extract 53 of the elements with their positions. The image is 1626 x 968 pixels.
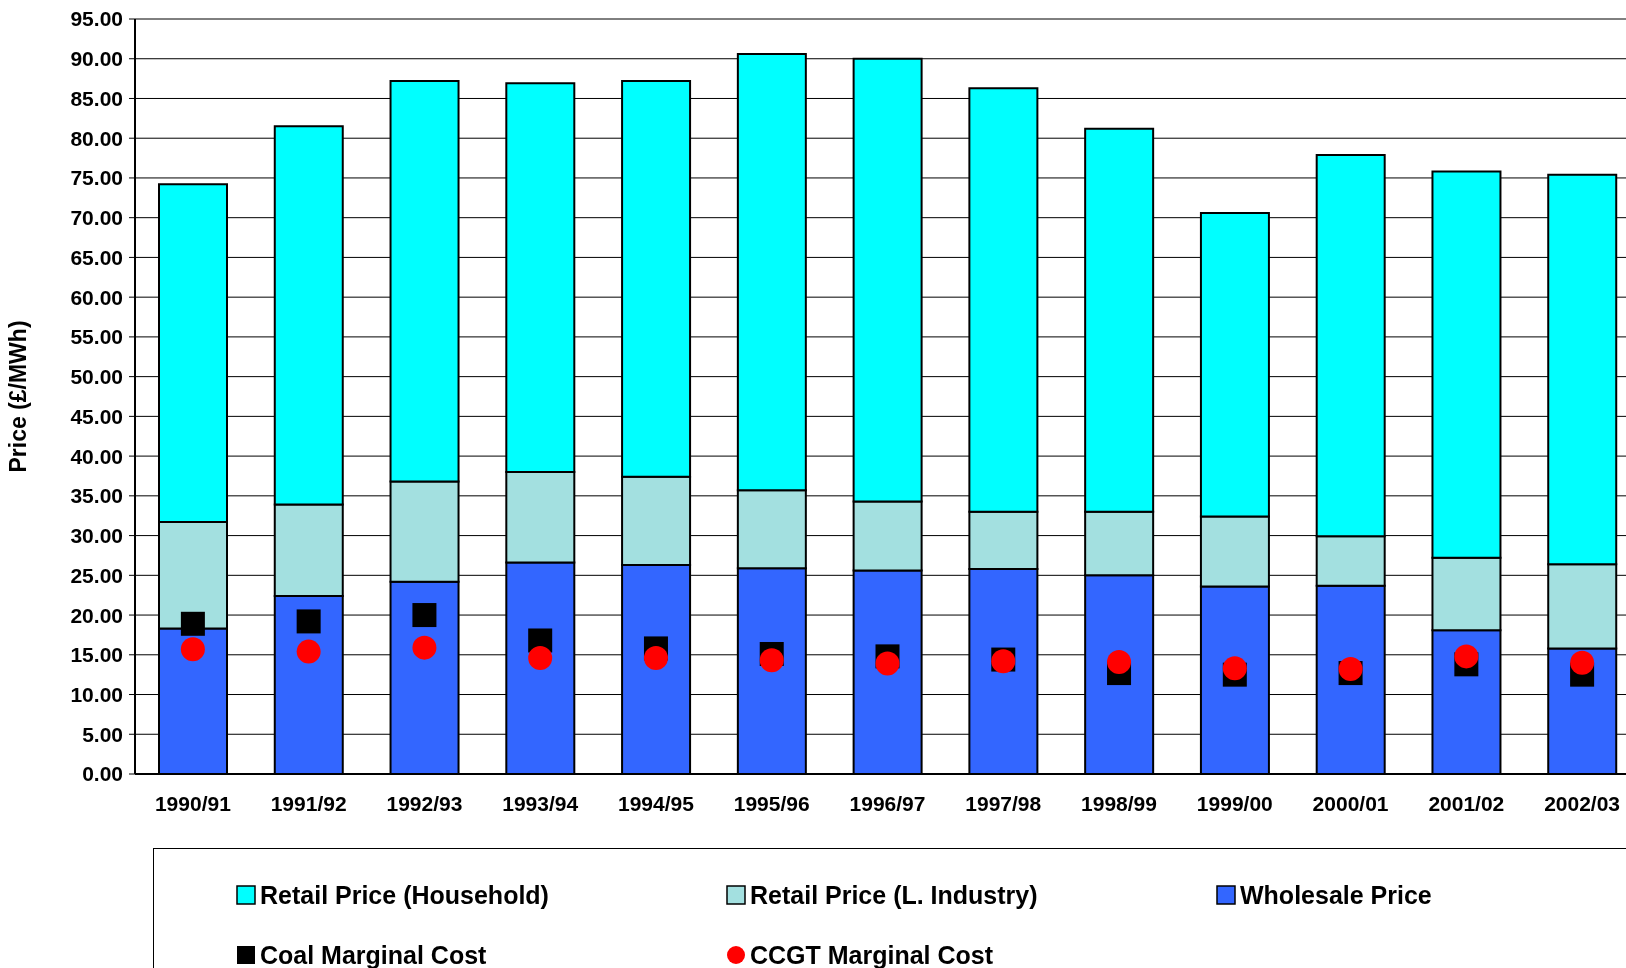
x-tick-label: 1993/94 xyxy=(502,791,579,815)
x-tick-label: 1995/96 xyxy=(733,791,810,815)
y-tick-label: 55.00 xyxy=(70,325,123,349)
y-tick-label: 40.00 xyxy=(70,444,123,468)
point xyxy=(296,639,321,664)
y-tick-label: 65.00 xyxy=(70,245,123,269)
x-tick-label: 2002/03 xyxy=(1544,791,1621,815)
y-tick-label: 30.00 xyxy=(70,524,123,548)
x-tick-label: 1997/98 xyxy=(965,791,1042,815)
x-tick-label: 1996/97 xyxy=(849,791,926,815)
x-tick-label: 1990/91 xyxy=(154,791,232,815)
y-tick-label: 85.00 xyxy=(70,86,123,110)
point xyxy=(759,648,784,673)
y-tick-label: 60.00 xyxy=(70,285,123,309)
point xyxy=(1107,649,1132,674)
y-tick-label: 15.00 xyxy=(70,643,123,667)
y-tick-label: 50.00 xyxy=(70,365,123,389)
y-tick-label: 0.00 xyxy=(82,762,123,786)
y-tick-label: 80.00 xyxy=(70,126,123,150)
x-tick-label: 2001/02 xyxy=(1428,791,1505,815)
y-tick-label: 10.00 xyxy=(70,682,123,706)
point xyxy=(643,645,668,670)
legend-label: Coal Marginal Cost xyxy=(260,940,487,968)
point xyxy=(296,609,321,634)
y-tick-label: 75.00 xyxy=(70,166,123,190)
point xyxy=(1454,644,1479,669)
y-tick-label: 45.00 xyxy=(70,404,123,428)
x-tick-label: 1999/00 xyxy=(1196,791,1273,815)
x-tick-label: 1991/92 xyxy=(270,791,347,815)
point xyxy=(528,645,553,670)
x-tick-label: 1992/93 xyxy=(386,791,463,815)
y-tick-label: 35.00 xyxy=(70,484,123,508)
y-tick-label: 5.00 xyxy=(82,722,123,746)
point xyxy=(412,603,437,628)
legend-label: Retail Price (L. Industry) xyxy=(750,880,1038,910)
point xyxy=(1570,650,1595,675)
x-tick-label: 1998/99 xyxy=(1081,791,1157,815)
legend-label: Wholesale Price xyxy=(1240,880,1432,910)
y-tick-label: 90.00 xyxy=(70,47,123,71)
y-tick-label: 70.00 xyxy=(70,206,123,230)
x-tick-label: 1994/95 xyxy=(618,791,695,815)
y-tick-label: 25.00 xyxy=(70,563,123,587)
point xyxy=(1222,656,1247,681)
y-axis-title: Price (£/MWh) xyxy=(5,320,32,473)
legend-label: Retail Price (Household) xyxy=(260,880,549,910)
point xyxy=(180,611,205,636)
point xyxy=(180,637,205,662)
y-tick-label: 95.00 xyxy=(70,7,123,31)
y-tick-label: 20.00 xyxy=(70,603,123,627)
point xyxy=(875,651,900,676)
point xyxy=(412,635,437,660)
x-tick-label: 2000/01 xyxy=(1312,791,1389,815)
legend-label: CCGT Marginal Cost xyxy=(750,940,994,968)
